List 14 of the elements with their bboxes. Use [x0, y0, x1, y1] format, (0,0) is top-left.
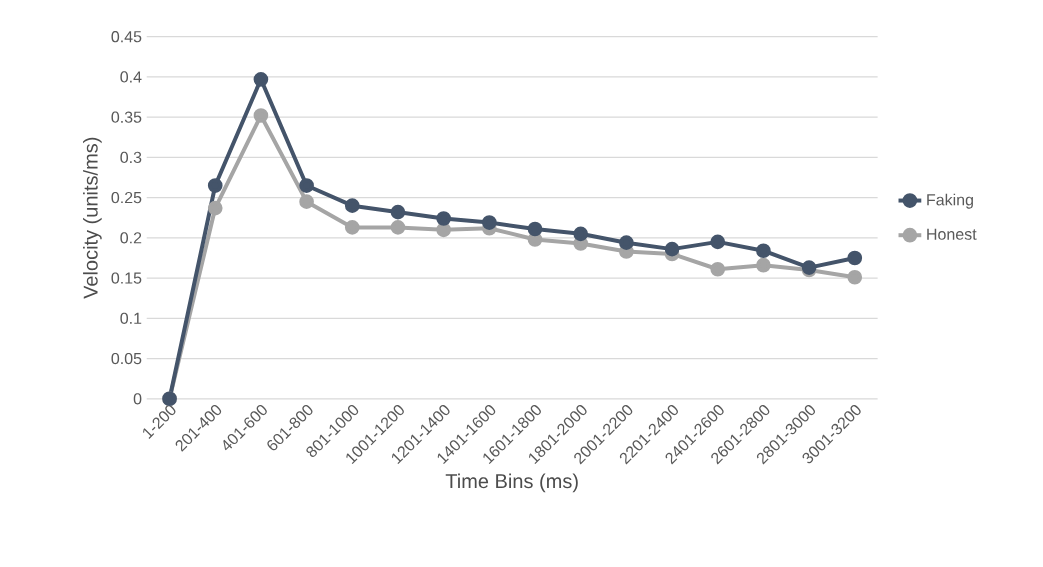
y-tick-label: 0.4 — [120, 71, 142, 83]
y-tick-label: 0.15 — [111, 272, 142, 284]
y-tick-label: 0.35 — [111, 111, 142, 123]
y-axis-title: Velocity (units/ms) — [83, 137, 102, 299]
y-tick-label: 0.3 — [120, 151, 142, 164]
legend-label: Faking — [927, 193, 973, 209]
y-tick-label: 0 — [133, 393, 142, 405]
legend-label: Honest — [927, 228, 977, 240]
y-tick-label: 0.25 — [111, 192, 142, 204]
x-axis-title: Time Bins (ms) — [445, 473, 578, 493]
y-tick-label: 0.45 — [111, 31, 142, 43]
y-tick-label: 0.05 — [111, 352, 142, 365]
y-tick-label: 0.1 — [120, 312, 142, 325]
y-tick-label: 0.2 — [120, 232, 142, 244]
